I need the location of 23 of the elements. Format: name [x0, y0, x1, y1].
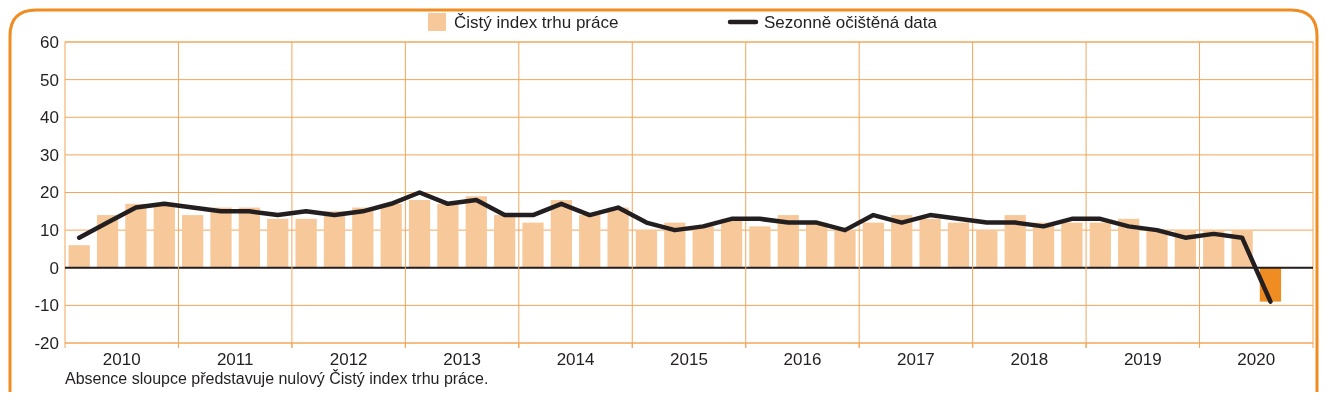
x-tick-label: 2013: [443, 350, 481, 369]
x-tick-label: 2019: [1123, 350, 1162, 369]
y-tick-label: -10: [34, 296, 59, 316]
y-tick-label: 30: [40, 145, 59, 165]
y-tick-label: 40: [40, 108, 59, 128]
y-tick-label: 20: [40, 183, 59, 203]
x-tick-label: 2017: [897, 350, 935, 369]
y-tick-label: 60: [40, 32, 59, 52]
y-tick-label: -20: [34, 333, 59, 353]
x-tick-label: 2012: [329, 350, 368, 369]
x-tick-label: 2018: [1010, 350, 1049, 369]
y-tick-label: 10: [40, 221, 59, 241]
x-tick-label: 2014: [556, 350, 595, 369]
x-tick-label: 2011: [216, 350, 254, 369]
y-tick-label: 50: [40, 70, 59, 90]
x-tick-label: 2020: [1237, 350, 1276, 369]
y-tick-label: 0: [49, 258, 59, 278]
x-tick-label: 2015: [670, 350, 708, 369]
x-tick-label: 2016: [783, 350, 822, 369]
legend-label: Čistý index trhu práce: [454, 12, 619, 32]
legend-label: Sezonně očištěná data: [764, 12, 938, 32]
text: Absence sloupce představuje nulový Čistý index trhu práce.: [65, 369, 489, 387]
x-tick-label: 2010: [102, 350, 141, 369]
